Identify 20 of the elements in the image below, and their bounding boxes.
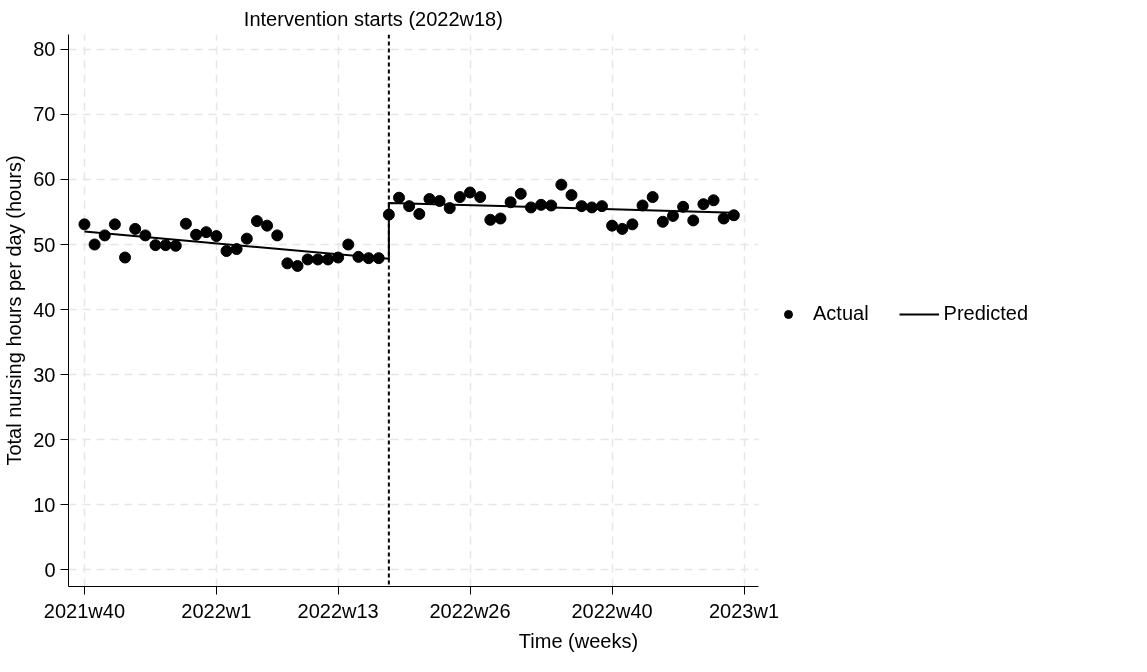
y-axis-title: Total nursing hours per day (hours) — [3, 155, 26, 466]
y-tick-label: 20 — [33, 428, 56, 451]
x-tick-label: 2021w40 — [43, 599, 126, 622]
y-tick-label: 70 — [33, 103, 56, 126]
y-tick-label: 0 — [44, 558, 56, 581]
x-tick-label: 2022w13 — [297, 599, 379, 622]
ref-line-label: Intervention starts (2022w18) — [243, 7, 503, 30]
x-tick-label: 2022w1 — [181, 599, 252, 622]
x-tick-label: 2023w1 — [708, 599, 780, 622]
x-tick-label: 2022w40 — [571, 599, 653, 622]
x-tick-label: 2022w26 — [429, 599, 511, 622]
y-tick-label: 30 — [33, 363, 56, 386]
y-tick-label: 10 — [33, 493, 56, 516]
y-tick-label: 60 — [33, 168, 56, 191]
y-tick-label: 80 — [33, 38, 56, 61]
y-tick-label: 50 — [33, 233, 56, 256]
x-axis-title: Time (weeks) — [518, 629, 639, 652]
y-tick-label: 40 — [33, 298, 56, 321]
legend-label: Actual — [813, 302, 869, 325]
legend-label: Predicted — [943, 302, 1029, 325]
